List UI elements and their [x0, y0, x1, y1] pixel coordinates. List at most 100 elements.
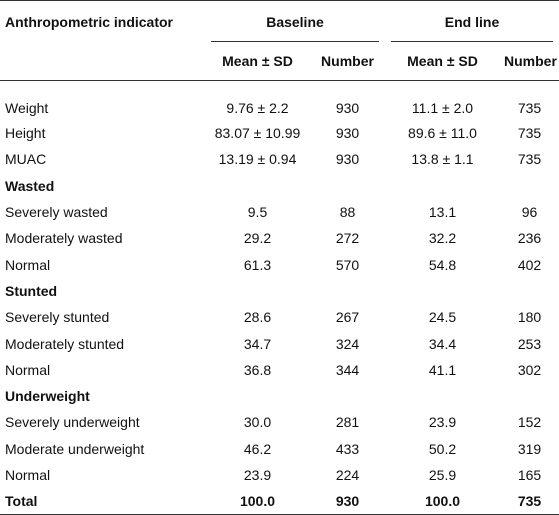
row-label: MUAC: [5, 151, 47, 168]
data-row: Severely stunted 28.6 267 24.5 180: [0, 304, 559, 330]
cell: 46.2: [243, 440, 272, 457]
row-label: Height: [5, 125, 46, 142]
column-header: Mean ± SD: [205, 42, 310, 81]
cell: 41.1: [428, 361, 457, 378]
data-row: Moderately stunted 34.7 324 34.4 253: [0, 330, 559, 356]
row-label: Moderately wasted: [5, 230, 123, 247]
row-label: Weight: [5, 100, 49, 116]
group-label: End line: [444, 13, 500, 30]
empty-cell: [310, 383, 385, 409]
cell: 13.19 ± 0.94: [218, 151, 297, 168]
cell: 89.6 ± 11.0: [408, 125, 477, 142]
cell: 13.8 ± 1.1: [411, 151, 474, 168]
cell: 302: [517, 361, 542, 378]
cell: 267: [335, 309, 360, 326]
data-row: Height 83.07 ± 10.99 930 89.6 ± 11.0 735: [0, 120, 559, 146]
row-label: Severely stunted: [5, 309, 110, 326]
data-row: Normal 61.3 570 54.8 402: [0, 251, 559, 277]
data-row: Severely wasted 9.5 88 13.1 96: [0, 199, 559, 225]
section-label: Stunted: [5, 282, 58, 299]
cell: 34.7: [243, 335, 272, 352]
cell: 930: [335, 493, 360, 510]
data-row: Normal 36.8 344 41.1 302: [0, 357, 559, 383]
cell: 735: [517, 493, 542, 510]
cell: 83.07 ± 10.99: [214, 125, 301, 142]
cell: 9.5: [247, 204, 268, 221]
cell: 735: [517, 151, 542, 168]
empty-cell: [310, 278, 385, 304]
row-label: Total: [5, 493, 38, 510]
cell: 319: [517, 440, 542, 457]
cell: 100.0: [424, 493, 461, 510]
group-header: End line: [385, 1, 559, 42]
cell: 96: [521, 204, 538, 221]
row-label: Severely underweight: [5, 414, 140, 431]
empty-cell: [205, 278, 310, 304]
cell: 152: [517, 414, 542, 431]
cell: 54.8: [428, 256, 457, 273]
cell: 272: [335, 230, 360, 247]
header-row: Anthropometric indicator Baseline End li…: [0, 1, 559, 42]
cell: 224: [335, 467, 360, 483]
column-header: Number: [500, 42, 559, 81]
cell: 930: [335, 151, 360, 168]
cell: 344: [335, 361, 360, 378]
cell: 165: [517, 467, 542, 483]
cell: 36.8: [243, 361, 272, 378]
section-row: Stunted: [0, 278, 559, 304]
cell: 281: [335, 414, 360, 431]
row-label: Moderately stunted: [5, 335, 125, 352]
subheader-row: Mean ± SD Number Mean ± SD Number: [0, 42, 559, 81]
group-label: Baseline: [266, 13, 324, 30]
column-header: Number: [310, 42, 385, 81]
cell: 13.1: [428, 204, 457, 221]
cell: 11.1 ± 2.0: [411, 100, 474, 116]
row-label: Normal: [5, 361, 51, 378]
cell: 433: [335, 440, 360, 457]
cell: 9.76 ± 2.2: [226, 100, 289, 116]
cell: 34.4: [428, 335, 457, 352]
section-row: Underweight: [0, 383, 559, 409]
empty-cell: [205, 383, 310, 409]
cell: 735: [517, 125, 542, 142]
cell: 88: [339, 204, 356, 221]
row-label: Moderate underweight: [5, 440, 145, 457]
cell: 253: [517, 335, 542, 352]
empty-cell: [205, 173, 310, 199]
data-row: Normal 23.9 224 25.9 165: [0, 462, 559, 488]
empty-cell: [500, 383, 559, 409]
cell: 570: [335, 256, 360, 273]
section-label: Underweight: [5, 388, 90, 405]
empty-cell: [500, 173, 559, 199]
data-row: Weight 9.76 ± 2.2 930 11.1 ± 2.0 735: [0, 81, 559, 121]
empty-cell: [385, 383, 500, 409]
table-body: Weight 9.76 ± 2.2 930 11.1 ± 2.0 735 Height 83…: [0, 81, 559, 515]
empty-cell: [310, 173, 385, 199]
section-label: Wasted: [5, 177, 55, 194]
cell: 29.2: [243, 230, 272, 247]
row-label: Normal: [5, 467, 51, 483]
cell: 24.5: [428, 309, 457, 326]
group-header: Baseline: [205, 1, 385, 42]
cell: 735: [517, 100, 542, 116]
section-row: Wasted: [0, 173, 559, 199]
cell: 930: [335, 100, 360, 116]
data-row: Severely underweight 30.0 281 23.9 152: [0, 409, 559, 435]
data-row: Moderate underweight 46.2 433 50.2 319: [0, 436, 559, 462]
indicator-header: Anthropometric indicator: [5, 13, 174, 30]
empty-cell: [385, 173, 500, 199]
cell: 28.6: [243, 309, 272, 326]
cell: 930: [335, 125, 360, 142]
data-row: MUAC 13.19 ± 0.94 930 13.8 ± 1.1 735: [0, 146, 559, 172]
cell: 180: [517, 309, 542, 326]
cell: 30.0: [243, 414, 272, 431]
cell: 324: [335, 335, 360, 352]
cell: 236: [517, 230, 542, 247]
cell: 61.3: [243, 256, 272, 273]
cell: 402: [517, 256, 542, 273]
empty-cell: [385, 278, 500, 304]
empty-header: [0, 42, 205, 81]
data-row: Moderately wasted 29.2 272 32.2 236: [0, 225, 559, 251]
